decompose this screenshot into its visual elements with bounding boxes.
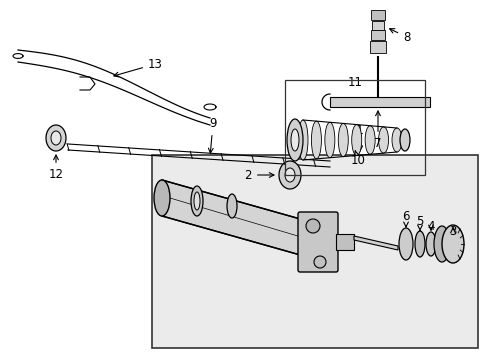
Ellipse shape [290,129,298,151]
Ellipse shape [305,219,319,233]
Polygon shape [329,97,429,107]
Ellipse shape [324,122,334,158]
Text: 2: 2 [244,168,273,181]
Text: 10: 10 [350,151,365,167]
Ellipse shape [398,228,412,260]
Ellipse shape [441,225,463,263]
Ellipse shape [378,127,388,153]
Ellipse shape [297,120,307,160]
Ellipse shape [425,232,435,256]
Ellipse shape [46,125,66,151]
Text: 6: 6 [402,210,409,227]
Bar [370,30,384,40]
Bar [152,155,477,348]
Text: 13: 13 [114,58,163,77]
Text: 11: 11 [347,76,362,89]
Bar [335,234,353,250]
Ellipse shape [338,123,347,157]
Text: 8: 8 [389,29,409,44]
Polygon shape [162,180,317,260]
Ellipse shape [194,192,200,210]
Ellipse shape [365,126,374,154]
Ellipse shape [433,226,449,262]
Bar [371,21,383,30]
Polygon shape [353,236,397,250]
Ellipse shape [399,129,409,151]
Text: 4: 4 [427,220,434,233]
Bar [285,80,424,175]
Ellipse shape [313,256,325,268]
Text: 12: 12 [48,155,63,181]
Bar [369,41,385,53]
Ellipse shape [285,168,294,182]
Ellipse shape [154,180,170,216]
Ellipse shape [414,231,424,257]
Bar [370,10,384,20]
Text: 7: 7 [373,111,381,150]
Ellipse shape [311,121,321,159]
Text: 3: 3 [448,225,456,238]
Text: 1: 1 [355,124,363,151]
Ellipse shape [351,125,361,156]
Text: 5: 5 [415,215,423,231]
FancyBboxPatch shape [297,212,337,272]
Ellipse shape [51,131,61,145]
Ellipse shape [286,119,303,161]
Ellipse shape [279,161,301,189]
Ellipse shape [226,194,237,218]
Ellipse shape [391,128,401,152]
Text: 9: 9 [208,117,216,153]
Ellipse shape [191,186,203,216]
